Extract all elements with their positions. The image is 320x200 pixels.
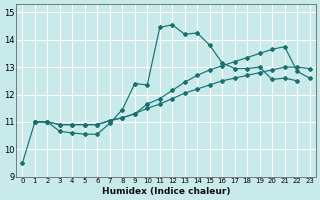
X-axis label: Humidex (Indice chaleur): Humidex (Indice chaleur) bbox=[102, 187, 230, 196]
